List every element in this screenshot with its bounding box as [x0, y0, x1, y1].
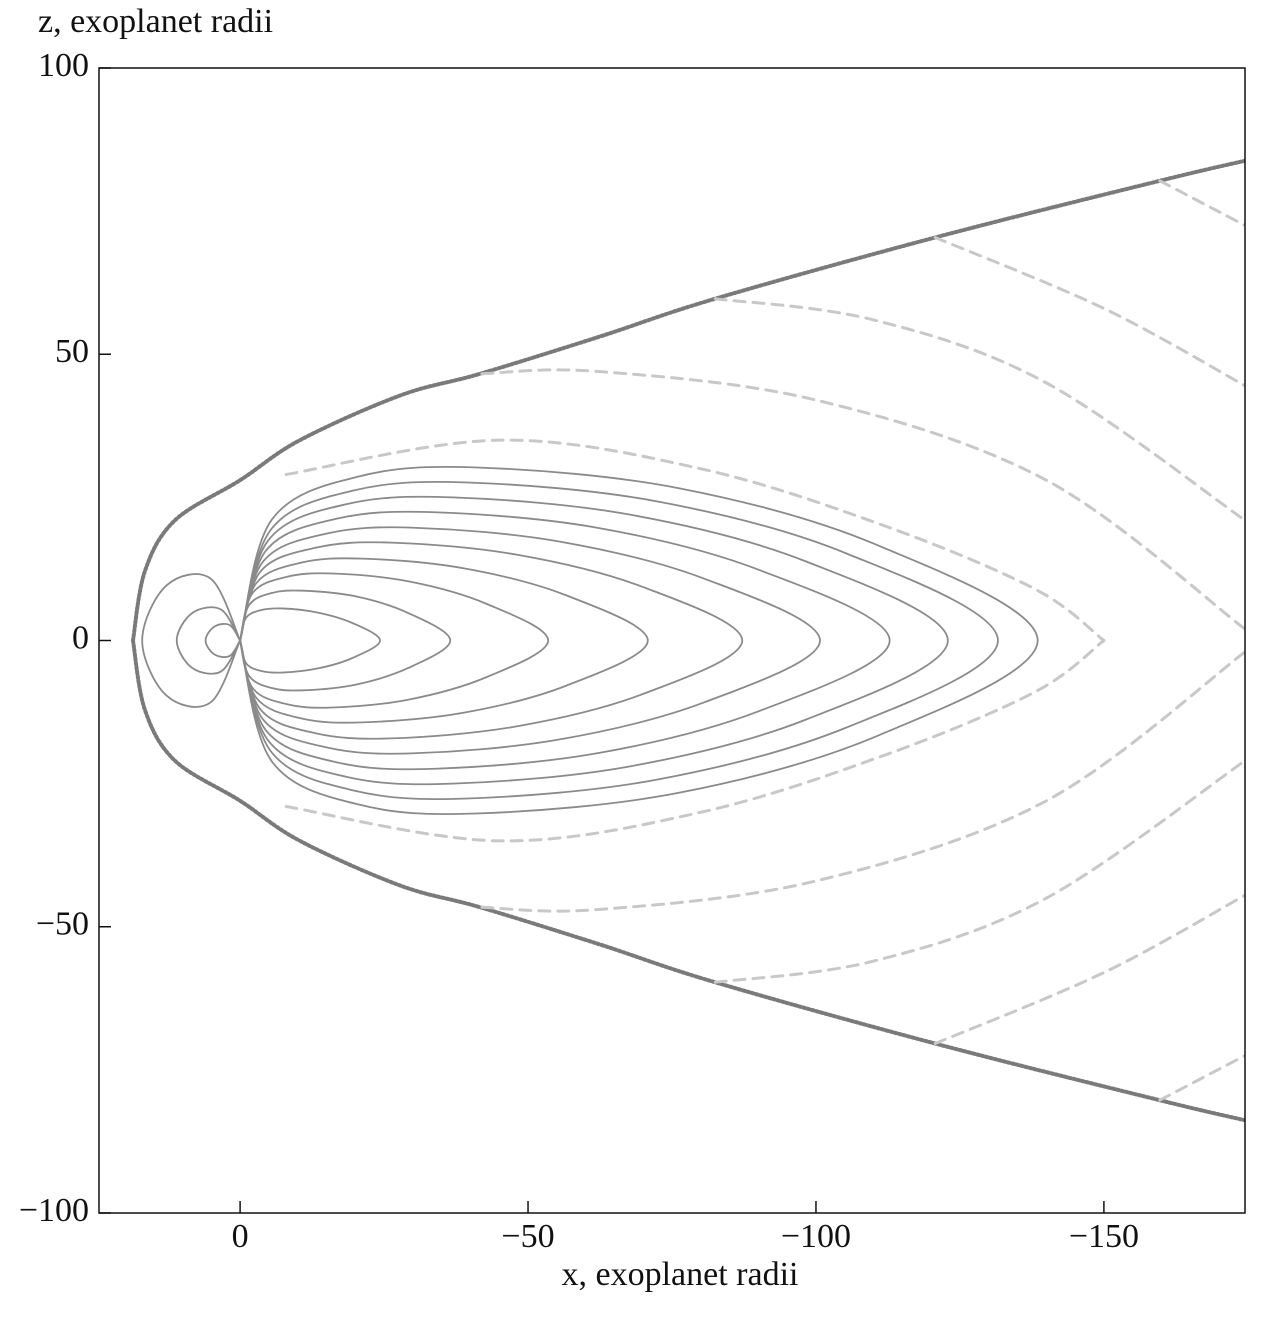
x-axis-label: x, exoplanet radii — [562, 1256, 799, 1293]
x-tick-label: −100 — [781, 1218, 851, 1255]
x-tick-label: −50 — [501, 1218, 554, 1255]
field-line — [239, 495, 949, 786]
field-line — [1158, 179, 1245, 227]
field-line — [239, 572, 550, 709]
field-line — [1158, 1054, 1245, 1102]
y-tick-label: −100 — [19, 1192, 89, 1229]
y-tick-label: 0 — [72, 619, 89, 656]
field-line — [130, 158, 1245, 643]
field-line — [284, 438, 1106, 642]
field-line — [713, 297, 1245, 522]
field-line — [175, 606, 241, 675]
field-line — [933, 235, 1245, 388]
field-line — [141, 573, 241, 708]
field-line — [713, 759, 1245, 984]
field-line — [933, 893, 1245, 1046]
field-line — [239, 557, 649, 724]
field-line — [239, 589, 452, 692]
field-line — [284, 639, 1106, 843]
plot-area — [130, 158, 1245, 1123]
field-line — [239, 465, 1039, 816]
field-line — [239, 541, 744, 740]
field-line — [130, 638, 1245, 1123]
field-line — [239, 510, 891, 771]
field-line — [239, 480, 999, 801]
field-line — [480, 368, 1245, 631]
y-axis-label: z, exoplanet radii — [38, 3, 273, 40]
field-line — [239, 526, 821, 755]
field-line — [480, 650, 1245, 913]
plot-frame — [98, 67, 1246, 1214]
y-tick-label: 50 — [55, 333, 89, 370]
y-tick-label: 100 — [38, 47, 89, 84]
x-tick-label: 0 — [232, 1218, 249, 1255]
field-line — [239, 607, 381, 674]
y-tick-label: −50 — [36, 906, 89, 943]
field-line — [204, 623, 241, 658]
x-tick-label: −150 — [1069, 1218, 1139, 1255]
